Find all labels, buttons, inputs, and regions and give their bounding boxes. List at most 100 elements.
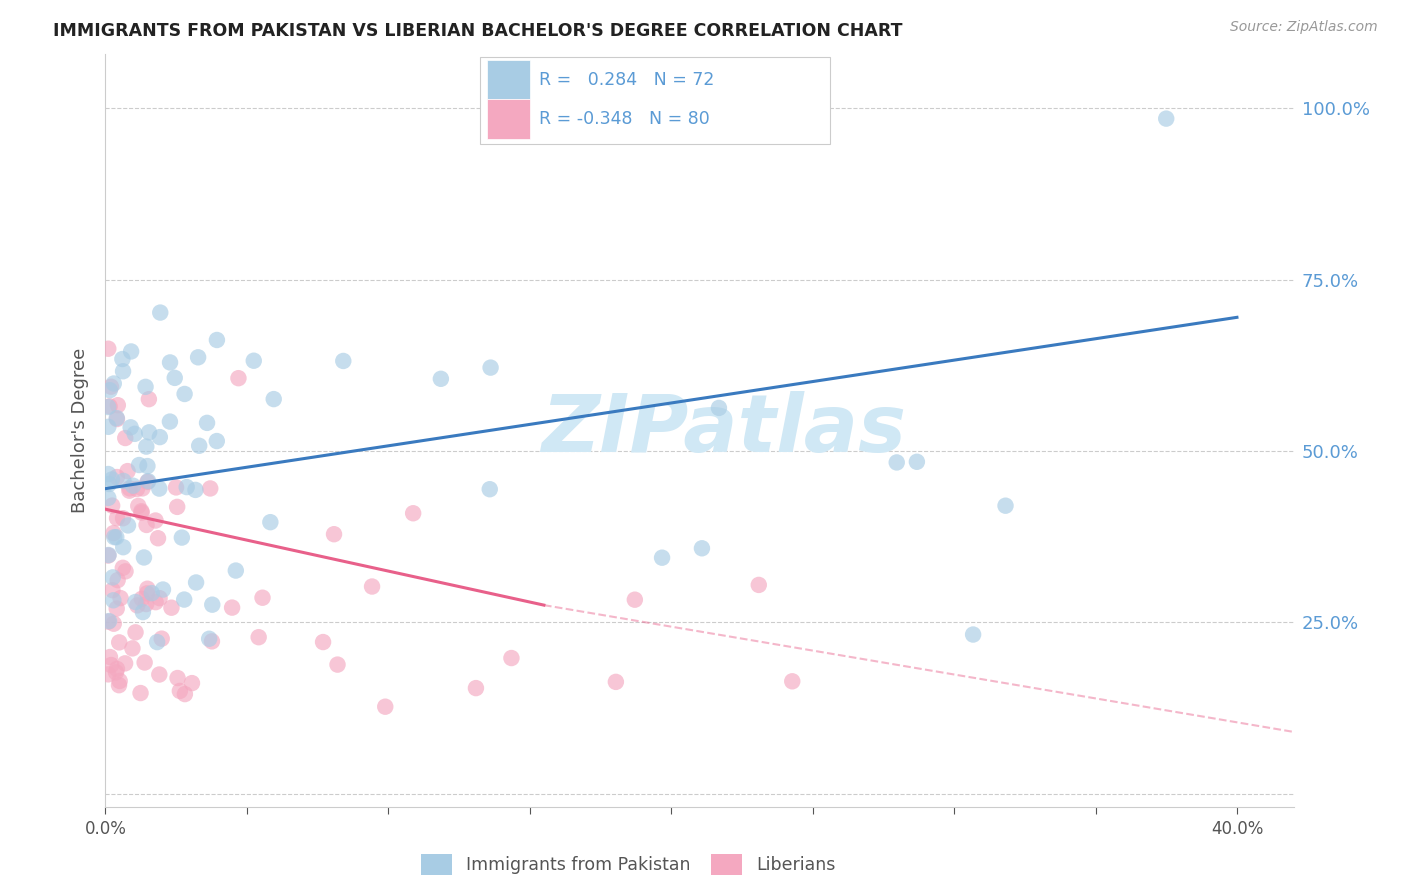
Point bbox=[111, 561, 134, 575]
Point bbox=[97, 615, 120, 629]
Point bbox=[135, 440, 157, 454]
Point bbox=[98, 477, 121, 491]
Point bbox=[173, 387, 195, 401]
Point bbox=[148, 482, 170, 496]
Point bbox=[112, 511, 135, 525]
Point bbox=[124, 595, 146, 609]
Point bbox=[129, 686, 152, 700]
Legend: Immigrants from Pakistan, Liberians: Immigrants from Pakistan, Liberians bbox=[413, 847, 842, 881]
Point bbox=[312, 635, 335, 649]
Point bbox=[103, 530, 125, 544]
Point bbox=[247, 630, 270, 644]
Point bbox=[159, 355, 181, 369]
Point bbox=[107, 398, 129, 412]
Point bbox=[323, 527, 346, 541]
Point bbox=[98, 400, 121, 414]
Point bbox=[98, 650, 121, 665]
Point bbox=[120, 344, 142, 359]
Point bbox=[198, 632, 221, 646]
Point bbox=[326, 657, 349, 672]
Point bbox=[136, 586, 159, 600]
Point bbox=[108, 673, 131, 688]
Point bbox=[101, 499, 124, 513]
Point bbox=[107, 573, 129, 587]
Point bbox=[184, 575, 207, 590]
FancyBboxPatch shape bbox=[479, 57, 830, 144]
Point bbox=[98, 383, 121, 397]
Point bbox=[131, 504, 153, 518]
Point bbox=[886, 455, 908, 469]
Point bbox=[259, 515, 281, 529]
Point bbox=[114, 431, 136, 445]
Point bbox=[101, 570, 124, 584]
Point bbox=[624, 592, 647, 607]
Point bbox=[962, 627, 984, 641]
Point bbox=[122, 479, 145, 493]
Point bbox=[184, 483, 207, 497]
Point bbox=[166, 671, 188, 685]
Point bbox=[479, 360, 502, 375]
Point bbox=[114, 565, 136, 579]
Point bbox=[141, 586, 163, 600]
Point bbox=[100, 658, 122, 673]
Point bbox=[221, 600, 243, 615]
Point bbox=[117, 518, 139, 533]
Point bbox=[110, 591, 132, 606]
Point bbox=[205, 333, 228, 347]
Point bbox=[105, 412, 128, 426]
Point bbox=[994, 499, 1017, 513]
Point bbox=[478, 482, 501, 496]
Point bbox=[242, 353, 264, 368]
Point bbox=[97, 548, 120, 562]
Point bbox=[138, 425, 160, 440]
Point bbox=[131, 591, 153, 606]
Point bbox=[112, 474, 135, 488]
Point bbox=[135, 518, 157, 533]
Point bbox=[105, 530, 128, 544]
Point bbox=[145, 514, 167, 528]
Point bbox=[173, 592, 195, 607]
Point bbox=[169, 684, 191, 698]
Point bbox=[201, 598, 224, 612]
Point bbox=[111, 352, 134, 367]
Point bbox=[105, 511, 128, 525]
Point bbox=[780, 674, 803, 689]
Point bbox=[166, 500, 188, 514]
Point bbox=[195, 416, 218, 430]
Point bbox=[97, 342, 120, 356]
Point bbox=[105, 411, 128, 425]
Point bbox=[136, 474, 159, 488]
Point bbox=[120, 420, 142, 434]
Point bbox=[163, 371, 186, 385]
Point bbox=[188, 439, 211, 453]
Point bbox=[131, 506, 153, 520]
Point bbox=[97, 467, 120, 481]
Point bbox=[124, 426, 146, 441]
Point bbox=[105, 601, 128, 615]
Point bbox=[181, 676, 204, 690]
Point bbox=[97, 667, 120, 681]
Point bbox=[145, 595, 167, 609]
Point bbox=[138, 392, 160, 407]
Point bbox=[187, 351, 209, 365]
Point bbox=[124, 625, 146, 640]
Point bbox=[103, 376, 125, 391]
Point bbox=[132, 605, 155, 619]
FancyBboxPatch shape bbox=[486, 100, 530, 138]
Point bbox=[205, 434, 228, 448]
Point bbox=[200, 482, 222, 496]
Point bbox=[225, 564, 247, 578]
Point bbox=[170, 531, 193, 545]
Point bbox=[146, 635, 169, 649]
Point bbox=[132, 550, 155, 565]
Point bbox=[108, 635, 131, 649]
Point bbox=[361, 580, 384, 594]
Text: R = -0.348   N = 80: R = -0.348 N = 80 bbox=[538, 110, 710, 128]
Point bbox=[1154, 112, 1177, 126]
Point bbox=[148, 591, 170, 606]
Point bbox=[430, 372, 453, 386]
Point bbox=[136, 582, 159, 596]
Point bbox=[228, 371, 250, 385]
Point bbox=[201, 634, 224, 648]
Point bbox=[374, 699, 396, 714]
